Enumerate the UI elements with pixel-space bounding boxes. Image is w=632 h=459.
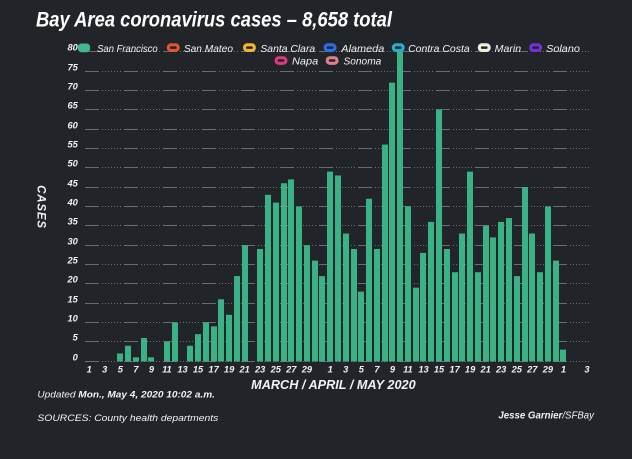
- svg-text:1: 1: [561, 365, 566, 375]
- svg-text:11: 11: [162, 365, 172, 375]
- svg-text:65: 65: [67, 101, 78, 111]
- svg-text:3: 3: [584, 365, 590, 375]
- svg-text:3: 3: [343, 365, 349, 375]
- svg-text:SOURCES: County health departm: SOURCES: County health departments: [37, 413, 218, 424]
- svg-text:3: 3: [102, 365, 108, 375]
- svg-text:29: 29: [301, 365, 313, 375]
- svg-text:7: 7: [374, 365, 380, 375]
- svg-text:80: 80: [67, 43, 78, 53]
- svg-text:10: 10: [67, 314, 78, 324]
- svg-text:San Mateo: San Mateo: [184, 44, 233, 55]
- svg-text:1: 1: [87, 365, 92, 375]
- svg-text:23: 23: [254, 365, 266, 375]
- svg-text:60: 60: [67, 121, 78, 131]
- svg-text:0: 0: [73, 353, 79, 363]
- svg-text:9: 9: [390, 365, 396, 375]
- svg-text:15: 15: [193, 365, 204, 375]
- svg-text:Santa Clara: Santa Clara: [260, 44, 315, 55]
- svg-text:Jesse Garnier/SFBay: Jesse Garnier/SFBay: [498, 411, 595, 422]
- svg-text:21: 21: [480, 365, 491, 375]
- svg-text:70: 70: [67, 82, 78, 92]
- svg-text:19: 19: [224, 365, 235, 375]
- svg-text:27: 27: [526, 365, 538, 375]
- svg-text:MARCH / APRIL / MAY 2020: MARCH / APRIL / MAY 2020: [251, 378, 416, 392]
- svg-text:40: 40: [66, 198, 78, 208]
- svg-text:11: 11: [403, 365, 413, 375]
- svg-text:5: 5: [73, 333, 79, 343]
- svg-text:Napa: Napa: [292, 56, 318, 67]
- svg-text:5: 5: [118, 365, 124, 375]
- svg-text:Alameda: Alameda: [340, 44, 384, 55]
- svg-text:CASES: CASES: [35, 185, 47, 229]
- svg-text:45: 45: [66, 179, 78, 189]
- svg-text:5: 5: [359, 365, 365, 375]
- svg-text:25: 25: [66, 256, 78, 266]
- svg-text:Updated Mon., May 4, 2020 10:0: Updated Mon., May 4, 2020 10:02 a.m.: [37, 390, 215, 401]
- svg-text:25: 25: [511, 365, 523, 375]
- svg-text:7: 7: [133, 365, 139, 375]
- svg-text:23: 23: [495, 365, 507, 375]
- svg-text:17: 17: [208, 365, 219, 375]
- svg-text:21: 21: [239, 365, 250, 375]
- svg-text:Bay Area coronavirus cases – 8: Bay Area coronavirus cases – 8,658 total: [36, 7, 393, 31]
- svg-text:San Francisco: San Francisco: [97, 44, 158, 55]
- svg-text:75: 75: [67, 63, 78, 73]
- svg-text:30: 30: [67, 237, 78, 247]
- svg-text:19: 19: [465, 365, 476, 375]
- svg-text:Solano: Solano: [546, 44, 580, 55]
- svg-text:29: 29: [542, 365, 554, 375]
- svg-text:35: 35: [67, 217, 78, 227]
- svg-text:27: 27: [285, 365, 297, 375]
- svg-text:13: 13: [177, 365, 188, 375]
- svg-text:15: 15: [434, 365, 445, 375]
- svg-text:17: 17: [449, 365, 460, 375]
- svg-text:50: 50: [67, 159, 78, 169]
- svg-text:1: 1: [328, 365, 333, 375]
- svg-text:Contra Costa: Contra Costa: [408, 44, 470, 55]
- svg-text:15: 15: [67, 295, 78, 305]
- svg-text:13: 13: [418, 365, 429, 375]
- svg-text:9: 9: [149, 365, 155, 375]
- svg-text:20: 20: [66, 275, 78, 285]
- svg-text:25: 25: [270, 365, 282, 375]
- svg-text:Marin: Marin: [495, 44, 522, 55]
- svg-text:55: 55: [67, 140, 78, 150]
- svg-text:Sonoma: Sonoma: [344, 56, 382, 67]
